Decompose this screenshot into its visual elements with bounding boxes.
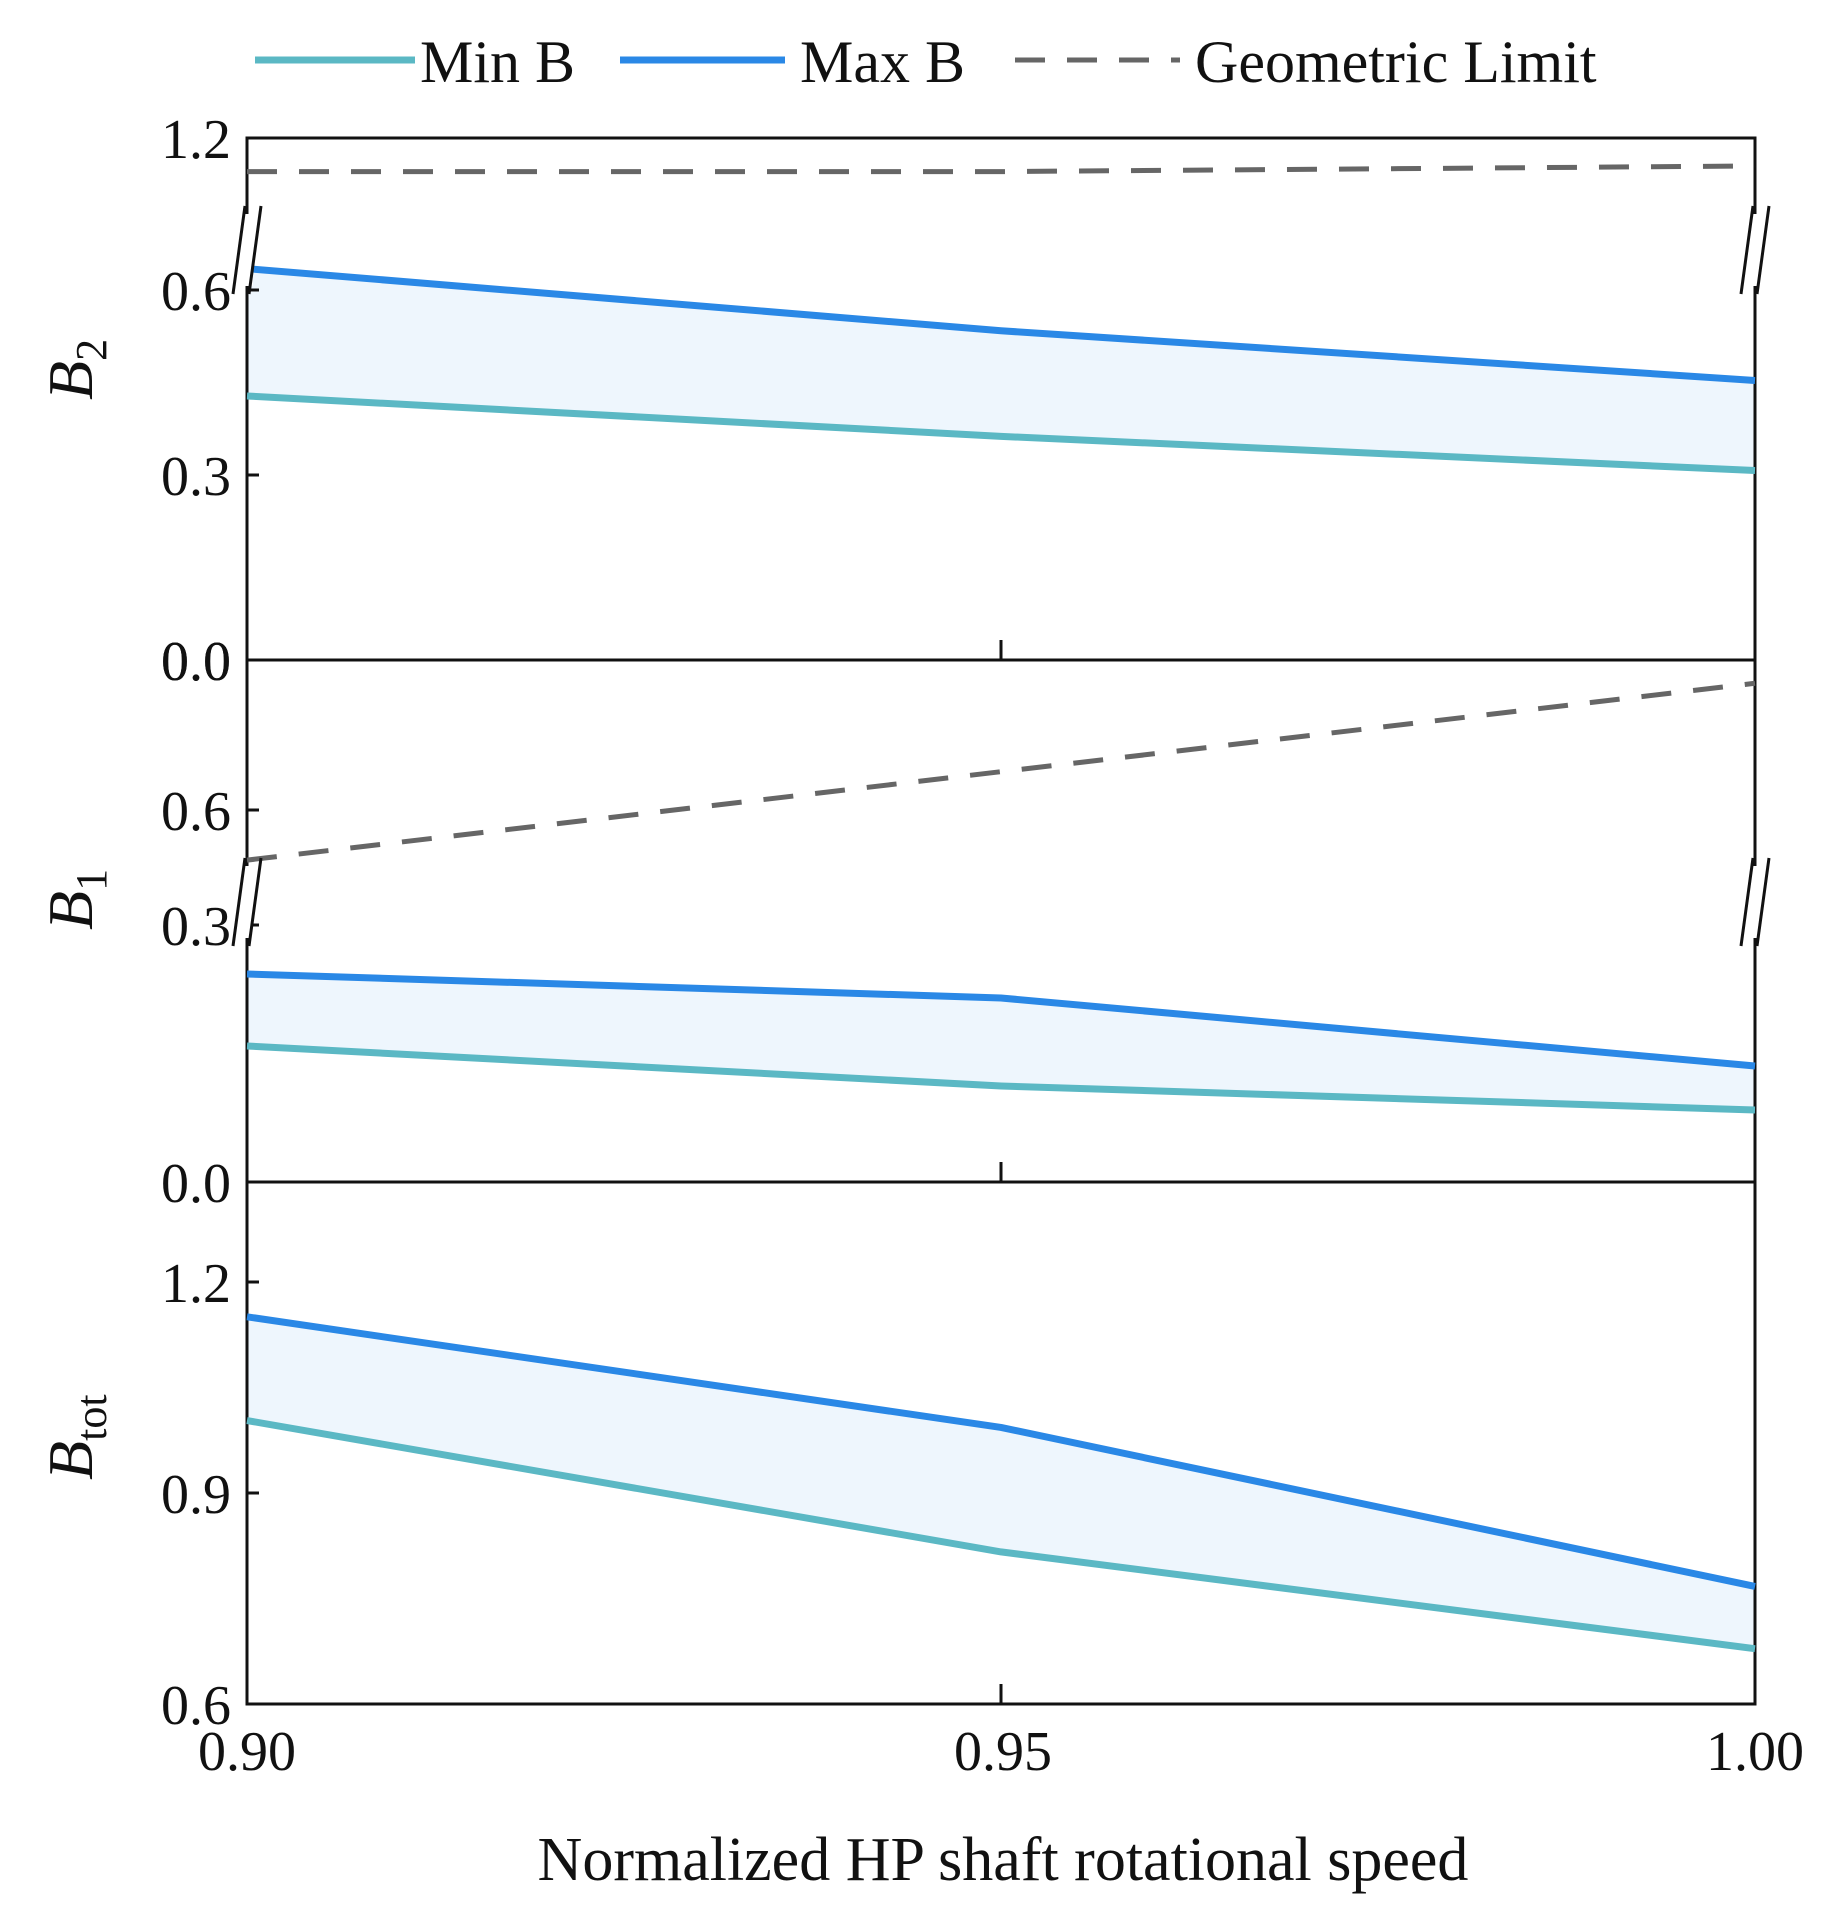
b2-y-tick-label-3: 1.2 <box>161 109 231 171</box>
b2-y-tick-label-1: 0.3 <box>161 446 231 508</box>
ylabel-b1: B1 <box>35 869 116 930</box>
legend-geometric-limit-label: Geometric Limit <box>1195 29 1597 95</box>
x-tick-label-2: 1.00 <box>1706 1721 1804 1783</box>
b2-y-tick-label-2: 0.6 <box>161 261 231 323</box>
btot-band-fill <box>247 1316 1755 1649</box>
x-axis-title: Normalized HP shaft rotational speed <box>538 1826 1469 1894</box>
b1-geo-line <box>246 680 1756 863</box>
btot-y-tick-label-1: 0.9 <box>161 1464 231 1526</box>
b1-break-gap-1 <box>1749 866 1761 938</box>
b2-break-mark-a-1 <box>1739 205 1755 295</box>
ylabel-b2: B2 <box>35 339 116 400</box>
legend-min-b-label: Min B <box>420 29 575 95</box>
b1-y-tick-label-2: 0.6 <box>161 781 231 843</box>
panel-b2: 0.0 0.3 0.6 1.2 <box>161 109 1771 693</box>
ylabel-btot: Btot <box>35 1394 116 1480</box>
panel-btot: 0.6 0.9 1.2 <box>161 1180 1757 1737</box>
b2-geo-line <box>247 163 1756 175</box>
b2-break-gap-1 <box>1749 214 1761 286</box>
b1-y-tick-label-3: 0.0 <box>161 631 231 693</box>
legend: Min B Max B Geometric Limit <box>255 29 1597 95</box>
b1-break-gap-0 <box>241 866 253 938</box>
x-tick-label-1: 0.95 <box>954 1721 1052 1783</box>
b1-break-mark-b-1 <box>1755 857 1771 947</box>
x-tick-label-0: 0.90 <box>198 1721 296 1783</box>
b2-break-gap-0 <box>241 214 253 286</box>
b2-y-tick-label-0: 0.0 <box>161 631 231 693</box>
btot-y-tick-label-2: 1.2 <box>161 1253 231 1315</box>
b1-break-mark-a-0 <box>231 857 247 947</box>
b1-break-mark-b-0 <box>247 857 263 947</box>
b2-band-fill <box>247 268 1755 471</box>
btot-y-tick-label-0: 0.6 <box>161 1675 231 1737</box>
b2-break-mark-b-1 <box>1755 205 1771 295</box>
b2-break-mark-a-0 <box>231 205 247 295</box>
b1-y-tick-label-0: 0.0 <box>161 1153 231 1215</box>
b1-y-tick-label-1: 0.3 <box>161 896 231 958</box>
panel-b1: 0.0 0.3 0.6 0.0 <box>161 631 1771 1215</box>
b1-band-fill <box>247 974 1755 1110</box>
legend-max-b-label: Max B <box>800 29 965 95</box>
b1-break-mark-a-1 <box>1739 857 1755 947</box>
b2-break-mark-b-0 <box>247 205 263 295</box>
